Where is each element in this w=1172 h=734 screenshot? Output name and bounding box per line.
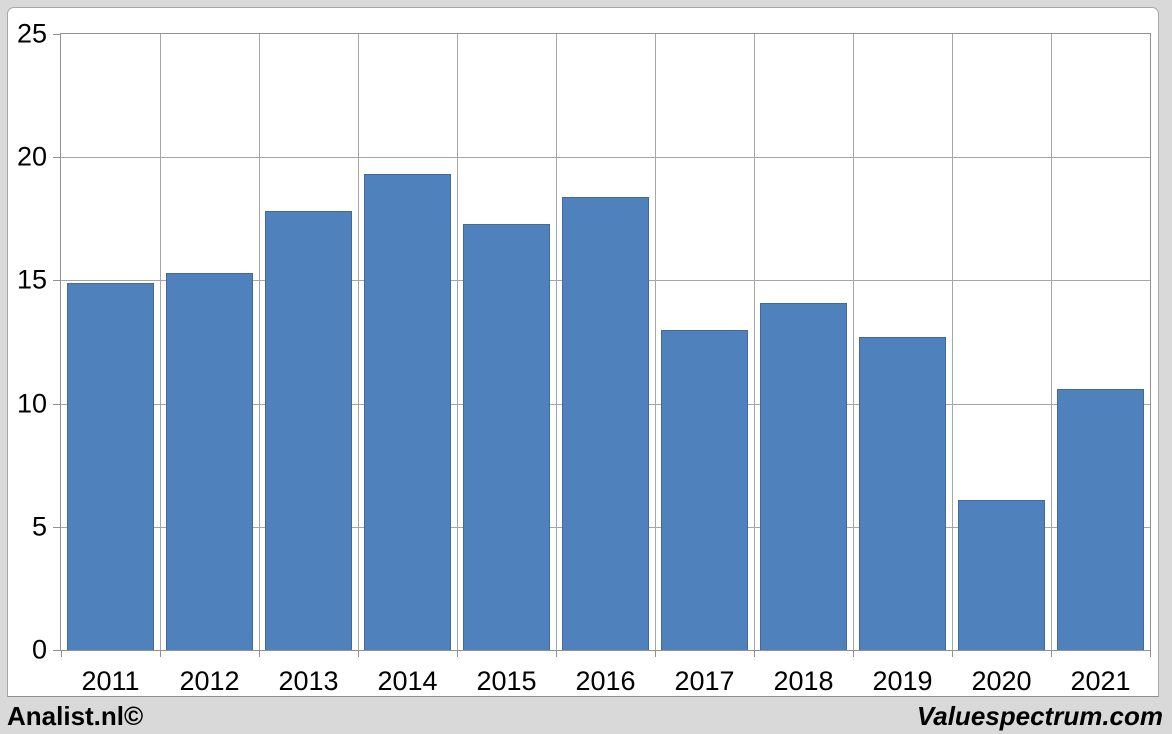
data-bar-2019 [858,337,947,650]
data-bar-2016 [561,196,650,650]
x-axis-category-label: 2016 [575,666,636,696]
y-axis-tick [53,403,60,405]
y-axis-tick-label: 25 [16,18,47,49]
x-gridline [754,34,755,650]
data-bar-2015 [462,223,551,650]
valuespectrum-brand-label: Valuespectrum.com [916,701,1163,731]
y-axis-tick-label: 0 [31,634,47,665]
y-axis-tick [53,650,60,651]
data-bar-2012 [165,273,254,650]
plot-area: 0 5 10 15 20 25 2011 2012 2013 2014 2015 2016 2017 20… [17,20,1151,695]
data-bar-2013 [264,211,353,650]
x-axis-tick [952,650,953,657]
x-axis-tick [655,650,656,657]
x-axis-tick [160,650,161,657]
x-axis-tick [556,650,557,657]
x-axis-category-label: 2021 [1070,666,1131,696]
analist-brand-label: Analist.nl© [7,701,144,731]
x-gridline [457,34,458,650]
x-gridline [952,34,953,650]
y-gridline [61,157,1150,159]
y-axis-tick-label: 15 [16,264,47,295]
data-bar-2014 [363,174,452,650]
x-axis-category-label: 2011 [81,666,140,696]
data-bar-2020 [957,499,1046,650]
x-axis-tick [1150,650,1151,657]
x-axis-category-label: 2017 [674,666,735,696]
x-gridline [160,34,161,650]
x-gridline [259,34,260,650]
chart-frame: 0 5 10 15 20 25 2011 2012 2013 2014 2015 2016 2017 20… [7,7,1159,697]
x-gridline [655,34,656,650]
x-axis-category-label: 2014 [377,666,438,696]
data-bar-2021 [1056,388,1145,650]
footer-bar: Analist.nl© Valuespectrum.com [0,700,1172,734]
y-axis-tick [53,34,60,35]
x-axis-tick [457,650,458,657]
x-axis-tick [1051,650,1052,657]
x-axis-tick [754,650,755,657]
y-axis-tick-label: 20 [16,141,47,172]
x-gridline [556,34,557,650]
x-axis-category-label: 2015 [476,666,537,696]
data-bar-2011 [66,282,155,650]
x-axis-category-label: 2012 [179,666,240,696]
y-axis-tick [53,157,60,159]
x-axis-tick [259,650,260,657]
data-bar-2018 [759,302,848,650]
x-axis-tick [358,650,359,657]
y-axis-tick-label: 10 [16,388,47,419]
x-axis-category-label: 2020 [971,666,1032,696]
x-axis-category-label: 2018 [773,666,834,696]
data-bar-2017 [660,329,749,650]
y-axis-tick-label: 5 [31,511,47,542]
x-axis-tick [61,650,62,657]
x-gridline [1051,34,1052,650]
x-axis-tick [853,650,854,657]
x-axis-category-label: 2013 [278,666,339,696]
y-axis-tick [53,526,60,528]
x-gridline [853,34,854,650]
x-axis-category-label: 2019 [872,666,933,696]
y-axis-tick [53,280,60,282]
x-gridline [358,34,359,650]
